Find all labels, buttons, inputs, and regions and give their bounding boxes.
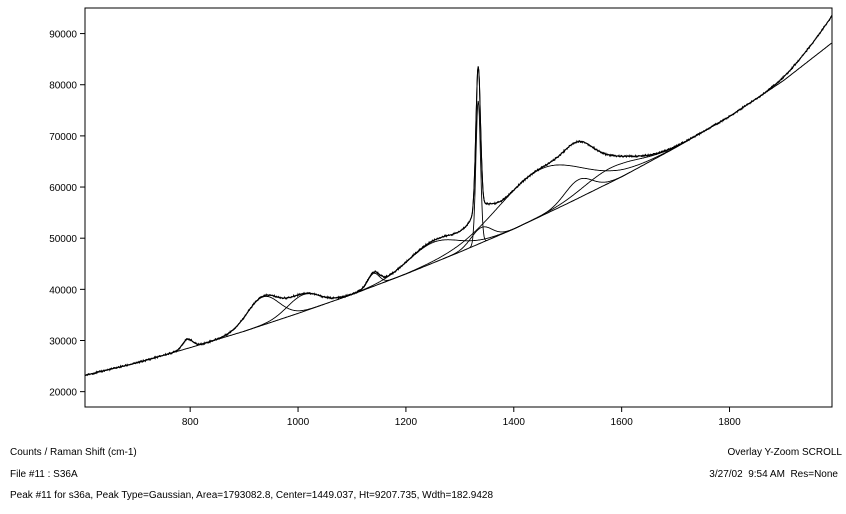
- peak-component-3: [242, 289, 364, 333]
- peak-component-1: [168, 338, 207, 355]
- plot-frame: [84, 7, 833, 408]
- y-axis-ticks: 20000 30000 40000 50000 60000 70000 80000 90000: [49, 30, 85, 399]
- x-tick-label: 1600: [611, 417, 634, 428]
- x-tick-label: 1000: [287, 417, 310, 428]
- peak-component-8: [382, 134, 699, 284]
- file-label: File #11 : S36A: [10, 469, 78, 480]
- x-tick-label: 1200: [395, 417, 418, 428]
- mode-label: Overlay Y-Zoom SCROLL: [727, 447, 843, 458]
- y-tick-label: 80000: [49, 81, 77, 92]
- x-tick-label: 1800: [718, 417, 741, 428]
- x-axis-ticks: 800 1000 1200 1400 1600 1800: [182, 407, 741, 428]
- timestamp-label: 3/27/02 9:54 AM Res=None: [709, 469, 838, 480]
- y-tick-label: 50000: [49, 234, 77, 245]
- baseline-line: [84, 42, 832, 376]
- x-tick-label: 800: [182, 417, 199, 428]
- peak-component-6: [469, 100, 487, 249]
- y-tick-label: 90000: [49, 30, 77, 41]
- y-tick-label: 60000: [49, 183, 77, 194]
- y-tick-label: 20000: [49, 388, 77, 399]
- peak-component-2: [202, 295, 324, 345]
- x-tick-label: 1400: [503, 417, 526, 428]
- peak-info-label: Peak #11 for s36a, Peak Type=Gaussian, A…: [10, 490, 494, 501]
- peak-component-7: [442, 225, 521, 260]
- peak-component-10: [507, 124, 715, 233]
- y-tick-label: 30000: [49, 337, 77, 348]
- y-tick-label: 70000: [49, 132, 77, 143]
- peak-component-5: [337, 221, 529, 300]
- y-tick-label: 40000: [49, 285, 77, 296]
- traces-group: [84, 14, 833, 377]
- spectrum-line: [85, 14, 833, 377]
- axis-units-label: Counts / Raman Shift (cm-1): [10, 447, 137, 458]
- fitted-sum-line: [84, 15, 833, 376]
